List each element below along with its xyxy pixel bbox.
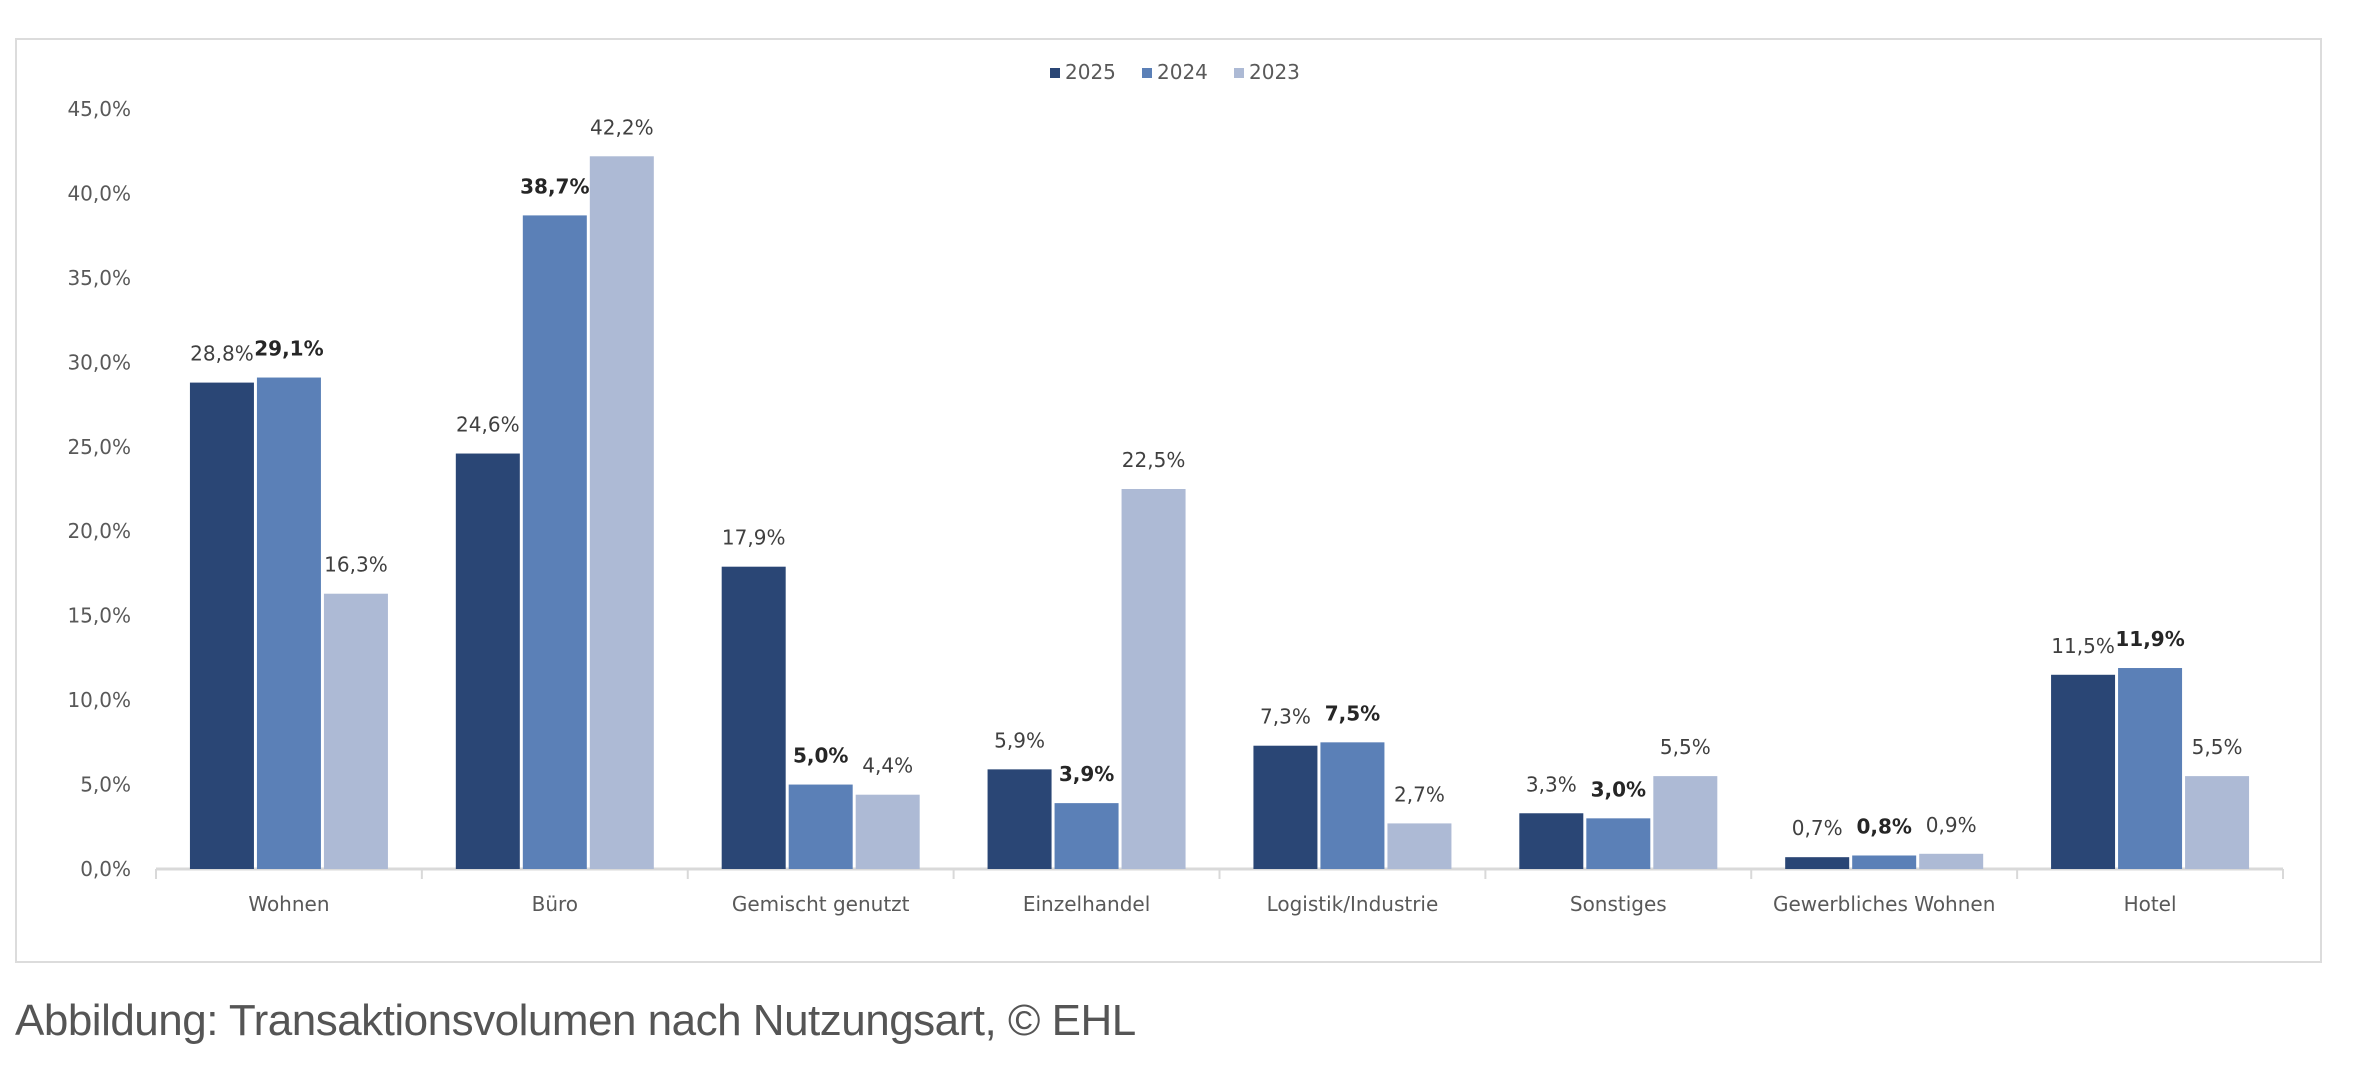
- data-label: 5,9%: [994, 728, 1045, 752]
- bar-2023: [1653, 776, 1718, 869]
- category-label: Sonstiges: [1570, 892, 1667, 916]
- category-label: Hotel: [2124, 892, 2177, 916]
- data-label: 22,5%: [1122, 448, 1186, 472]
- data-label: 5,5%: [2192, 735, 2243, 759]
- data-label: 16,3%: [324, 553, 388, 577]
- data-label: 0,7%: [1792, 816, 1843, 840]
- bar-2024: [522, 215, 587, 869]
- bar-2024: [1320, 742, 1385, 869]
- bar-2025: [189, 382, 254, 869]
- y-tick-label: 10,0%: [67, 688, 131, 712]
- data-label: 11,5%: [2051, 634, 2115, 658]
- bar-2025: [455, 453, 520, 869]
- figure-caption: Abbildung: Transaktionsvolumen nach Nutz…: [15, 996, 1136, 1045]
- y-tick-label: 45,0%: [67, 97, 131, 121]
- y-tick-label: 0,0%: [80, 857, 131, 881]
- legend-label: 2024: [1157, 60, 1208, 84]
- data-label: 4,4%: [862, 754, 913, 778]
- data-label: 3,0%: [1591, 777, 1646, 801]
- bar-2024: [788, 784, 853, 869]
- data-label: 38,7%: [520, 174, 589, 198]
- bar-2024: [2118, 668, 2183, 869]
- bar-2024: [1586, 818, 1651, 869]
- data-label: 24,6%: [456, 413, 520, 437]
- data-label: 29,1%: [254, 337, 323, 361]
- category-label: Gemischt genutzt: [732, 892, 910, 916]
- data-label: 0,8%: [1856, 814, 1911, 838]
- data-label: 17,9%: [722, 526, 786, 550]
- bar-2023: [2185, 776, 2250, 869]
- bar-2024: [1054, 803, 1119, 869]
- category-label: Wohnen: [248, 892, 329, 916]
- bar-2025: [1785, 857, 1850, 869]
- category-label: Büro: [532, 892, 578, 916]
- data-label: 11,9%: [2115, 627, 2184, 651]
- legend-label: 2023: [1249, 60, 1300, 84]
- bar-2025: [721, 566, 786, 869]
- bar-2023: [323, 593, 388, 869]
- legend-swatch-2024: [1142, 68, 1152, 78]
- data-label: 2,7%: [1394, 782, 1445, 806]
- legend-swatch-2025: [1050, 68, 1060, 78]
- bar-2023: [855, 794, 920, 869]
- bar-2025: [2051, 674, 2116, 869]
- data-label: 3,3%: [1526, 772, 1577, 796]
- y-tick-label: 35,0%: [67, 266, 131, 290]
- category-label: Einzelhandel: [1023, 892, 1150, 916]
- y-tick-label: 30,0%: [67, 350, 131, 374]
- data-label: 7,5%: [1325, 701, 1380, 725]
- data-label: 7,3%: [1260, 705, 1311, 729]
- bar-2023: [1121, 489, 1186, 869]
- bar-2023: [589, 156, 654, 870]
- y-tick-label: 20,0%: [67, 519, 131, 543]
- legend-swatch-2023: [1234, 68, 1244, 78]
- bar-2023: [1919, 853, 1984, 869]
- bar-2025: [1519, 813, 1584, 869]
- bar-2023: [1387, 823, 1452, 869]
- legend-label: 2025: [1065, 60, 1116, 84]
- data-label: 5,0%: [793, 744, 848, 768]
- bar-2025: [987, 769, 1052, 869]
- data-label: 0,9%: [1926, 813, 1977, 837]
- data-label: 42,2%: [590, 115, 654, 139]
- y-tick-label: 15,0%: [67, 604, 131, 628]
- y-tick-label: 25,0%: [67, 435, 131, 459]
- bar-2024: [1852, 855, 1917, 869]
- bar-2025: [1253, 745, 1318, 869]
- data-label: 3,9%: [1059, 762, 1114, 786]
- y-tick-label: 40,0%: [67, 181, 131, 205]
- category-label: Gewerbliches Wohnen: [1773, 892, 1995, 916]
- category-label: Logistik/Industrie: [1267, 892, 1439, 916]
- y-tick-label: 5,0%: [80, 773, 131, 797]
- bar-2024: [256, 377, 321, 869]
- data-label: 5,5%: [1660, 735, 1711, 759]
- data-label: 28,8%: [190, 342, 254, 366]
